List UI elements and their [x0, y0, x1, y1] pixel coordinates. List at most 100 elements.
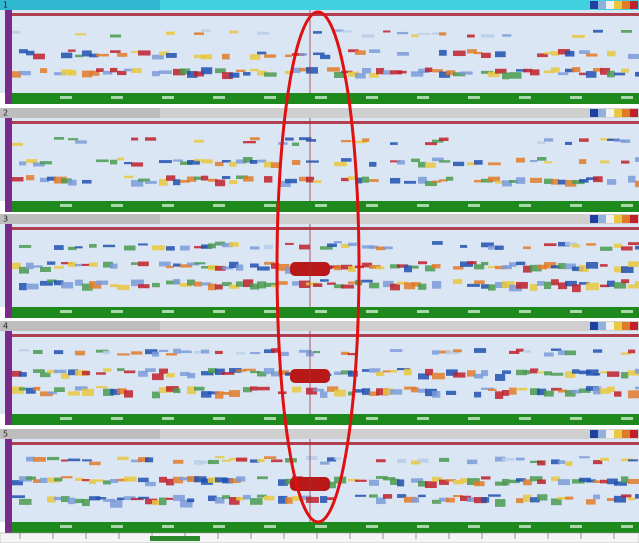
scan-cell — [390, 478, 400, 485]
scan-cell — [187, 176, 197, 182]
scan-cell — [628, 175, 636, 183]
scan-cell — [334, 457, 342, 460]
scan-cell — [537, 141, 546, 144]
scale-mark — [60, 204, 72, 207]
scan-cell — [145, 137, 157, 141]
scale-mark — [315, 525, 327, 528]
scan-panel: 5 — [0, 429, 639, 533]
scan-cell — [68, 179, 77, 186]
scan-cell — [474, 280, 485, 285]
scan-cell — [187, 373, 196, 379]
scale-mark — [570, 525, 582, 528]
scan-cell — [418, 373, 430, 380]
scan-cell — [362, 34, 375, 38]
scan-cell — [418, 261, 428, 265]
scan-cell — [467, 497, 476, 502]
scan-cell — [376, 68, 385, 75]
scan-cell — [138, 50, 151, 56]
scan-cell — [544, 281, 552, 290]
scan-cell — [600, 264, 608, 267]
scan-cell — [264, 368, 275, 375]
scale-mark — [417, 204, 429, 207]
scan-cell — [138, 370, 148, 377]
scan-cell — [404, 282, 416, 290]
scan-cell — [558, 460, 566, 464]
scan-cell — [537, 460, 546, 466]
scan-cell — [572, 389, 581, 394]
scan-cell — [299, 495, 312, 501]
scan-cell — [383, 246, 393, 250]
scan-cell — [362, 279, 373, 283]
bottom-ruler — [0, 532, 639, 543]
scan-cell — [348, 176, 357, 181]
scan-cell — [215, 265, 226, 271]
scan-cell — [593, 29, 603, 33]
scan-cell — [159, 160, 172, 164]
scan-cell — [313, 180, 322, 184]
scan-cell — [222, 459, 232, 462]
side-strip — [5, 224, 12, 318]
color-legend — [614, 1, 622, 9]
scan-cell — [131, 351, 143, 355]
scale-mark — [213, 96, 225, 99]
scan-cell — [250, 263, 259, 268]
scan-cell — [250, 246, 260, 250]
scan-cell — [187, 71, 198, 78]
scan-cell — [110, 284, 119, 288]
scan-cell — [481, 178, 493, 183]
scan-cell — [362, 67, 372, 74]
color-legend — [606, 109, 614, 117]
scan-cell — [194, 246, 207, 249]
highlight-ellipse — [275, 10, 361, 524]
scan-cell — [47, 456, 60, 461]
scan-cell — [544, 178, 554, 184]
scan-cell — [628, 479, 639, 485]
scan-cell — [530, 69, 540, 76]
panel-label: 5 — [3, 430, 8, 439]
scan-cell — [481, 70, 494, 74]
panel-header — [0, 108, 639, 118]
scan-cell — [54, 137, 65, 140]
scan-cell — [621, 476, 629, 483]
scale-mark — [417, 96, 429, 99]
scan-cell — [474, 497, 487, 504]
scan-cell — [103, 480, 112, 485]
scan-cell — [572, 369, 580, 374]
scan-cell — [341, 284, 354, 289]
color-legend — [622, 215, 630, 223]
scan-cell — [572, 34, 585, 38]
scan-cell — [159, 178, 168, 186]
scan-cell — [404, 386, 416, 390]
scan-cell — [376, 266, 385, 270]
scan-cell — [600, 284, 610, 288]
scan-cell — [558, 49, 571, 55]
color-legend — [614, 322, 622, 330]
scan-cell — [530, 177, 543, 183]
scan-cell — [383, 370, 392, 373]
scale-mark — [162, 204, 174, 207]
scan-cell — [12, 142, 23, 146]
scan-panel: 2 — [0, 108, 639, 212]
scan-cell — [530, 159, 538, 163]
scan-cell — [96, 159, 109, 163]
scan-cell — [509, 72, 522, 79]
scan-cell — [558, 389, 567, 393]
scan-cell — [565, 180, 577, 187]
scan-cell — [180, 68, 191, 75]
scan-cell — [614, 495, 627, 503]
scan-cell — [551, 279, 559, 286]
scan-cell — [166, 265, 174, 269]
scan-cell — [369, 494, 378, 498]
scan-cell — [537, 494, 548, 501]
scan-cell — [327, 386, 339, 392]
scan-cell — [579, 72, 587, 76]
scan-cell — [61, 69, 72, 76]
scan-cell — [236, 175, 249, 180]
scan-cell — [166, 373, 175, 378]
scan-cell — [173, 263, 181, 267]
scan-cell — [607, 371, 620, 377]
scan-cell — [537, 479, 546, 485]
scan-cell — [264, 456, 277, 459]
scan-cell — [621, 494, 632, 498]
scan-cell — [257, 266, 270, 271]
